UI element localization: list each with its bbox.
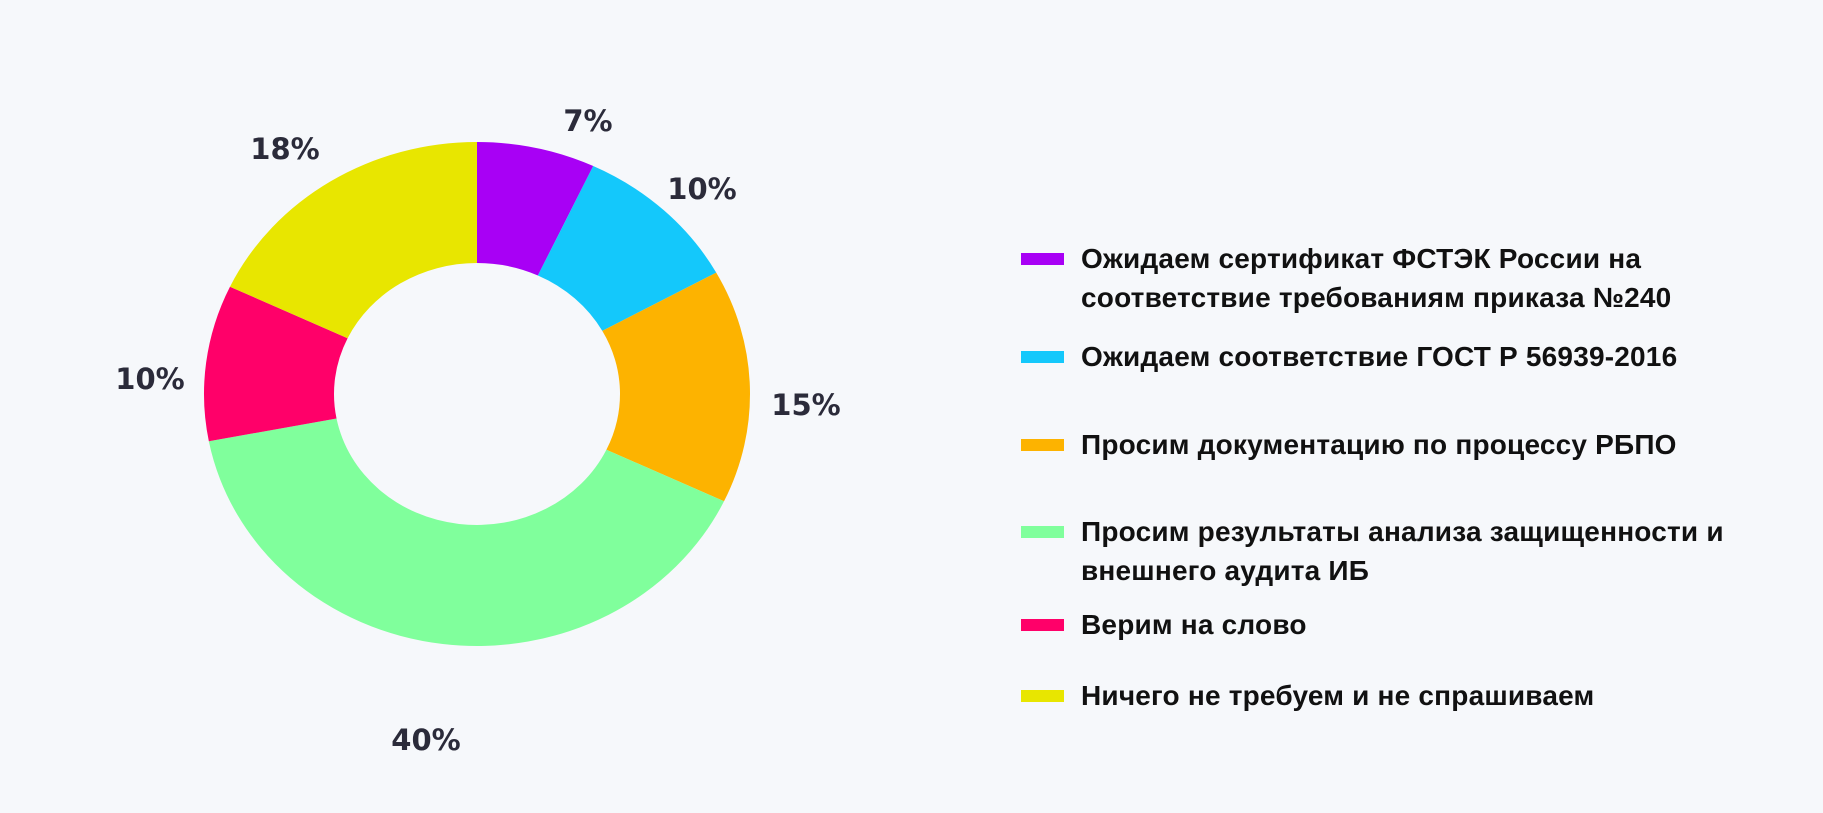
legend-swatch xyxy=(1021,253,1064,265)
donut-slice-5 xyxy=(229,142,477,339)
legend-swatch xyxy=(1021,351,1064,363)
legend-label: Просим результаты анализа защищенности и… xyxy=(1081,516,1724,586)
legend-item-3: Просим результаты анализа защищенности и… xyxy=(1021,512,1781,590)
legend-item-5: Ничего не требуем и не спрашиваем xyxy=(1021,676,1781,715)
data-label-1: 10% xyxy=(667,172,737,206)
data-label-2: 15% xyxy=(771,388,841,422)
legend-item-1: Ожидаем соответствие ГОСТ Р 56939-2016 xyxy=(1021,337,1781,376)
donut-slice-0 xyxy=(477,142,594,276)
legend-label: Ожидаем соответствие ГОСТ Р 56939-2016 xyxy=(1081,341,1678,372)
donut-slice-1 xyxy=(537,165,717,331)
legend-swatch xyxy=(1021,526,1064,538)
legend-label: Ожидаем сертификат ФСТЭК России на соотв… xyxy=(1081,243,1672,313)
legend-swatch xyxy=(1021,439,1064,451)
legend-label: Просим документацию по процессу РБПО xyxy=(1081,429,1677,460)
legend-label: Верим на слово xyxy=(1081,609,1307,640)
data-label-4: 10% xyxy=(115,362,185,396)
data-label-0: 7% xyxy=(563,104,613,138)
legend-item-2: Просим документацию по процессу РБПО xyxy=(1021,425,1781,464)
legend-label: Ничего не требуем и не спрашиваем xyxy=(1081,680,1595,711)
legend-item-0: Ожидаем сертификат ФСТЭК России на соотв… xyxy=(1021,239,1781,317)
donut-slice-3 xyxy=(208,418,725,646)
data-label-3: 40% xyxy=(391,723,461,757)
data-label-5: 18% xyxy=(250,132,320,166)
donut-slice-2 xyxy=(602,272,750,502)
legend-item-4: Верим на слово xyxy=(1021,605,1781,644)
legend-swatch xyxy=(1021,690,1064,702)
donut-slice-4 xyxy=(204,286,348,442)
legend-swatch xyxy=(1021,619,1064,631)
